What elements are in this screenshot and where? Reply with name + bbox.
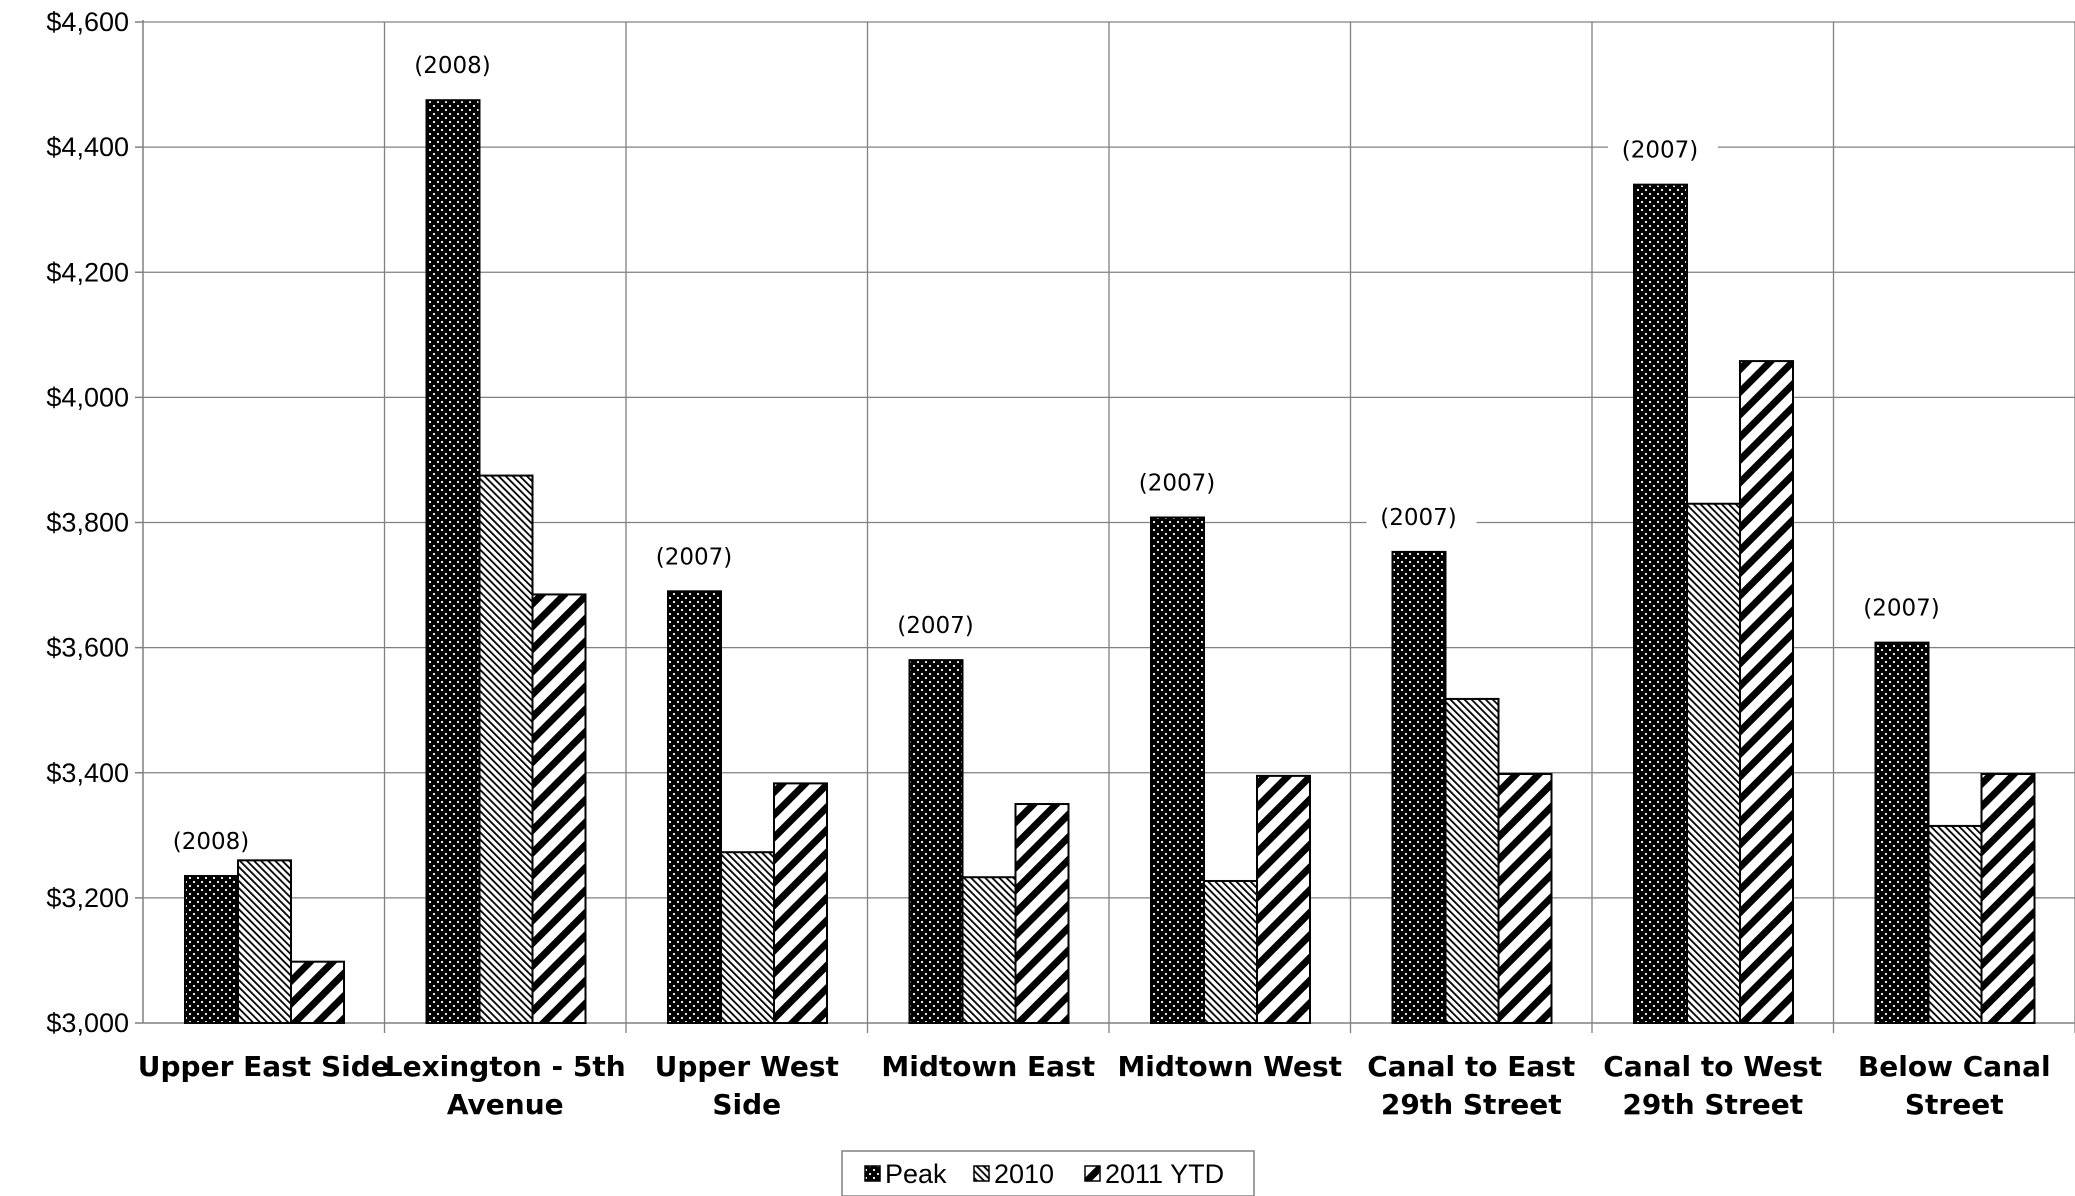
category-label: Below Canal (1858, 1050, 2051, 1083)
bar-2010 (961, 876, 1017, 1024)
y-tick-label: $3,000 (46, 1008, 129, 1038)
y-tick-label: $3,800 (46, 508, 129, 538)
y-tick-label: $4,000 (46, 382, 129, 412)
y-tick-label: $4,600 (46, 7, 129, 37)
bar-peak (1391, 550, 1447, 1024)
peak-year-label: (2007) (1139, 470, 1215, 496)
labels: $3,000 $3,200 $3,400 $3,600 $3,800 $4,000 $4,2… (46, 7, 2050, 1121)
category-label: Upper East Side (138, 1050, 390, 1083)
bar-2010 (1444, 697, 1500, 1025)
category-label: Midtown West (1117, 1050, 1342, 1083)
peak-year-label: (2008) (173, 829, 249, 855)
legend-swatch (1084, 1165, 1101, 1182)
y-tick-label: $3,600 (46, 633, 129, 663)
annotation-background (883, 606, 994, 643)
legend-label: 2011 YTD (1105, 1159, 1224, 1189)
annotation-background (1366, 497, 1477, 534)
bar-peak (667, 590, 722, 1024)
legend-swatch (973, 1165, 990, 1182)
legend-box (841, 1150, 1255, 1196)
annotation-background (1849, 588, 1960, 625)
annotation-background (642, 537, 752, 574)
y-tick-label: $3,200 (46, 883, 129, 913)
bar-2011-ytd (1256, 774, 1311, 1024)
peak-year-label: (2007) (1863, 596, 1939, 622)
category-label: 29th Street (1622, 1088, 1803, 1121)
legend-label: Peak (885, 1159, 947, 1189)
annotation-background (1608, 130, 1718, 167)
category-label: 29th Street (1381, 1088, 1562, 1121)
bar-peak (1874, 641, 1930, 1024)
category-label: Side (712, 1088, 781, 1121)
peak-year-label: (2007) (1622, 138, 1698, 164)
legend-swatch (864, 1165, 881, 1182)
bar-2011-ytd (531, 593, 587, 1025)
bar-2011-ytd (1739, 360, 1794, 1024)
category-label: Lexington - 5th (385, 1050, 626, 1083)
bar-2011-ytd (1497, 773, 1553, 1024)
category-label: Canal to West (1603, 1050, 1822, 1083)
y-tick-label: $4,200 (46, 257, 129, 287)
legend: Peak 2010 2011 YTD (841, 1150, 1255, 1196)
bar-2010 (237, 859, 292, 1025)
bar-peak (184, 874, 239, 1025)
bar-2011-ytd (290, 960, 345, 1024)
category-label: Midtown East (881, 1050, 1095, 1083)
annotation-background (400, 46, 511, 83)
bar-2011-ytd (773, 782, 828, 1024)
bar-peak (1633, 183, 1688, 1025)
bar-peak (425, 99, 481, 1024)
bar-peak (1150, 516, 1205, 1024)
bars (184, 99, 2036, 1025)
bar-2011-ytd (1980, 773, 2036, 1024)
peak-year-label: (2007) (656, 544, 732, 570)
bar-2011-ytd (1014, 803, 1070, 1024)
peak-year-label: (2007) (897, 613, 973, 639)
category-label: Upper West (655, 1050, 839, 1083)
peak-year-label: (2007) (1380, 505, 1456, 531)
bar-2010 (478, 474, 534, 1024)
annotation-background (159, 821, 269, 858)
category-label: Street (1905, 1088, 2004, 1121)
bar-2010 (1686, 502, 1741, 1024)
category-label: Avenue (447, 1088, 564, 1121)
bar-2010 (1927, 824, 1983, 1024)
bar-peak (908, 659, 964, 1024)
bar-2010 (720, 851, 775, 1024)
category-label: Canal to East (1367, 1050, 1575, 1083)
bar-2010 (1203, 879, 1258, 1025)
legend-label: 2010 (994, 1159, 1054, 1189)
annotation-background (1125, 463, 1235, 500)
y-tick-label: $4,400 (46, 132, 129, 162)
peak-year-label: (2008) (414, 53, 490, 79)
y-tick-label: $3,400 (46, 758, 129, 788)
